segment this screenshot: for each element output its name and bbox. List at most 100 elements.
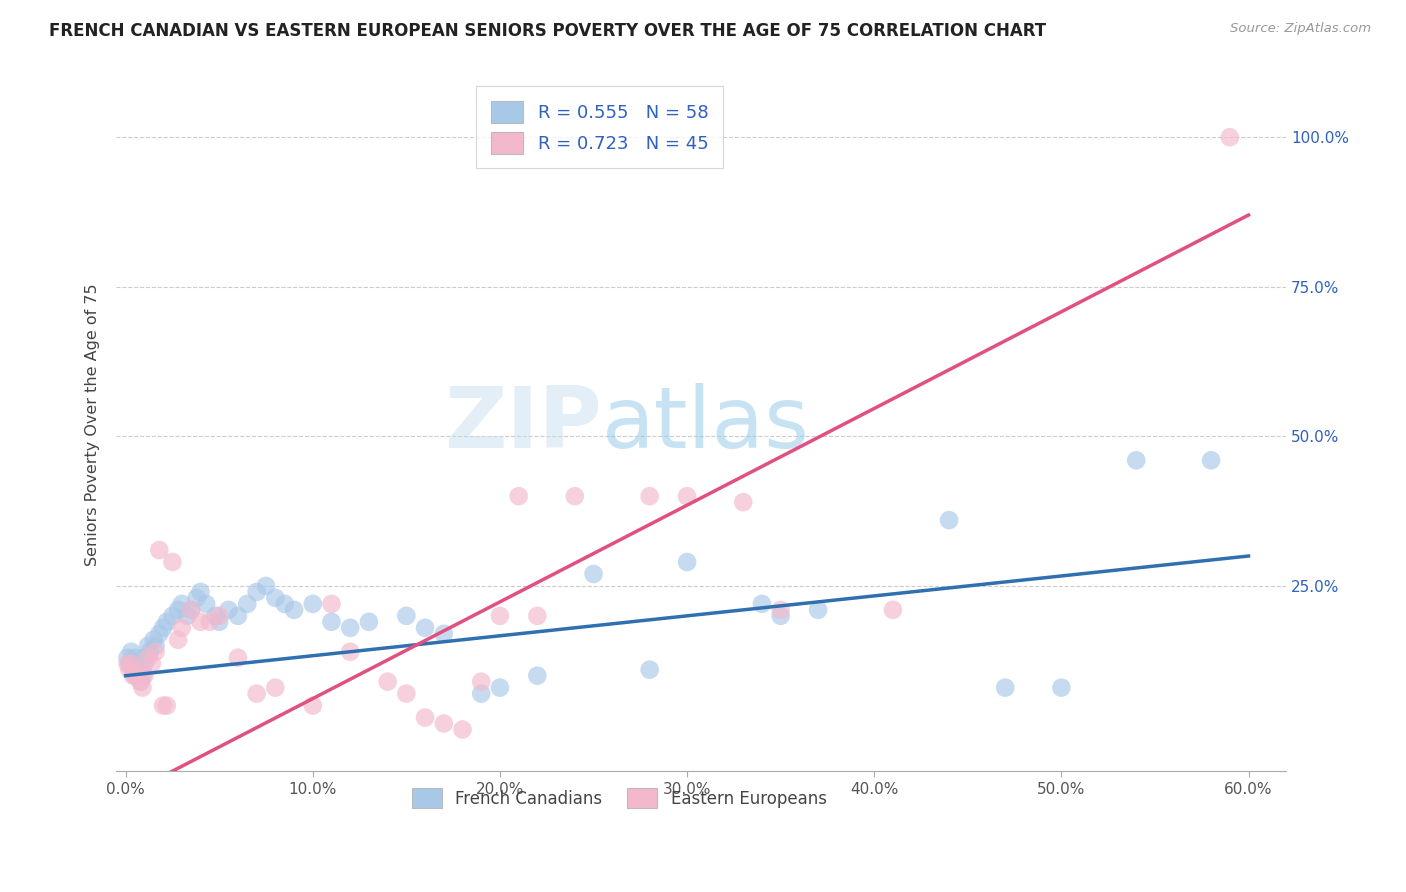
Point: [134, 657, 156, 671]
Point: [1199, 453, 1222, 467]
Point: [124, 663, 146, 677]
Point: [264, 681, 287, 695]
Point: [162, 555, 184, 569]
Point: [204, 608, 226, 623]
Point: [264, 591, 287, 605]
Point: [994, 681, 1017, 695]
Point: [938, 513, 960, 527]
Point: [167, 603, 190, 617]
Point: [128, 668, 150, 682]
Point: [125, 668, 148, 682]
Point: [321, 615, 343, 629]
Point: [582, 566, 605, 581]
Point: [186, 591, 208, 605]
Point: [470, 674, 492, 689]
Point: [180, 603, 202, 617]
Point: [170, 621, 193, 635]
Point: [148, 627, 170, 641]
Point: [769, 603, 792, 617]
Point: [156, 698, 179, 713]
Point: [117, 657, 139, 671]
Point: [226, 608, 249, 623]
Point: [141, 657, 163, 671]
Point: [395, 608, 418, 623]
Point: [301, 597, 323, 611]
Point: [129, 674, 152, 689]
Point: [273, 597, 295, 611]
Point: [807, 603, 830, 617]
Point: [489, 608, 512, 623]
Point: [136, 650, 159, 665]
Point: [564, 489, 586, 503]
Point: [638, 663, 661, 677]
Point: [1050, 681, 1073, 695]
Point: [489, 681, 512, 695]
Point: [156, 615, 179, 629]
Point: [301, 698, 323, 713]
Point: [321, 597, 343, 611]
Point: [176, 608, 198, 623]
Point: [139, 645, 162, 659]
Point: [134, 668, 156, 682]
Text: Source: ZipAtlas.com: Source: ZipAtlas.com: [1230, 22, 1371, 36]
Point: [142, 632, 165, 647]
Point: [128, 668, 150, 682]
Point: [167, 632, 190, 647]
Point: [117, 650, 139, 665]
Point: [283, 603, 305, 617]
Text: ZIP: ZIP: [444, 383, 602, 466]
Point: [377, 674, 399, 689]
Point: [131, 681, 153, 695]
Point: [1219, 130, 1241, 145]
Point: [339, 645, 361, 659]
Point: [357, 615, 380, 629]
Point: [124, 668, 146, 682]
Point: [638, 489, 661, 503]
Point: [134, 650, 156, 665]
Point: [246, 687, 269, 701]
Legend: French Canadians, Eastern Europeans: French Canadians, Eastern Europeans: [405, 781, 834, 815]
Text: FRENCH CANADIAN VS EASTERN EUROPEAN SENIORS POVERTY OVER THE AGE OF 75 CORRELATI: FRENCH CANADIAN VS EASTERN EUROPEAN SENI…: [49, 22, 1046, 40]
Point: [125, 663, 148, 677]
Point: [733, 495, 755, 509]
Point: [152, 621, 174, 635]
Point: [152, 698, 174, 713]
Point: [180, 603, 202, 617]
Point: [413, 710, 436, 724]
Point: [122, 668, 145, 682]
Point: [433, 716, 456, 731]
Point: [882, 603, 904, 617]
Point: [118, 663, 141, 677]
Point: [195, 597, 218, 611]
Point: [120, 645, 142, 659]
Point: [131, 668, 153, 682]
Point: [451, 723, 474, 737]
Point: [769, 608, 792, 623]
Point: [413, 621, 436, 635]
Point: [246, 585, 269, 599]
Point: [122, 663, 145, 677]
Point: [526, 608, 548, 623]
Point: [148, 543, 170, 558]
Point: [190, 585, 212, 599]
Point: [1125, 453, 1147, 467]
Point: [208, 608, 231, 623]
Point: [124, 650, 146, 665]
Point: [433, 627, 456, 641]
Point: [470, 687, 492, 701]
Point: [236, 597, 259, 611]
Point: [218, 603, 240, 617]
Point: [145, 639, 167, 653]
Point: [190, 615, 212, 629]
Y-axis label: Seniors Poverty Over the Age of 75: Seniors Poverty Over the Age of 75: [86, 283, 100, 566]
Point: [129, 674, 152, 689]
Point: [118, 657, 141, 671]
Point: [751, 597, 773, 611]
Point: [395, 687, 418, 701]
Point: [339, 621, 361, 635]
Point: [170, 597, 193, 611]
Point: [254, 579, 277, 593]
Point: [162, 608, 184, 623]
Point: [136, 639, 159, 653]
Point: [120, 657, 142, 671]
